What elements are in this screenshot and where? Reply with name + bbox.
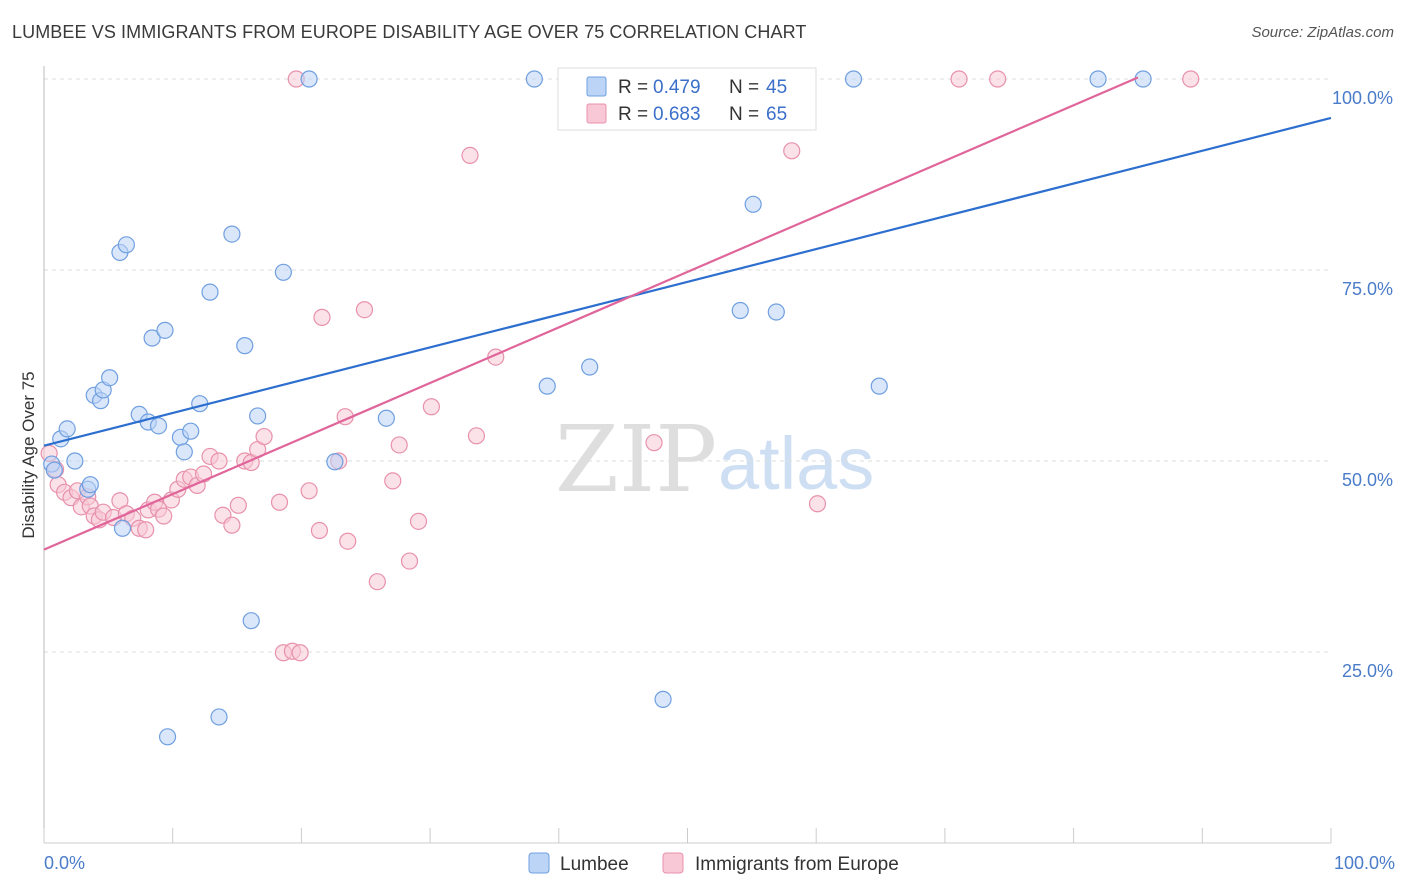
europe-point — [390, 436, 408, 454]
europe-point — [313, 308, 331, 326]
legend-r-label-lumbee: R = — [618, 77, 648, 98]
lumbee-point — [731, 301, 749, 320]
lumbee-point — [377, 409, 395, 427]
europe-point — [339, 532, 357, 550]
x-tick-label-max: 100.0% — [1334, 853, 1395, 873]
lumbee-point — [210, 708, 228, 726]
lumbee-point — [223, 225, 241, 243]
lumbee-point — [175, 443, 193, 461]
europe-point — [291, 644, 309, 662]
y-tick-label: 75.0% — [1342, 279, 1393, 299]
europe-point — [989, 70, 1007, 88]
y-tick-label: 25.0% — [1342, 661, 1393, 681]
europe-point — [950, 70, 968, 88]
trend-line-lumbee — [43, 116, 1332, 447]
lumbee-point — [326, 453, 344, 471]
lumbee-point — [538, 377, 556, 395]
lumbee-point — [274, 263, 292, 281]
lumbee-point — [117, 236, 135, 254]
bottom-legend-swatch-lumbee — [528, 852, 550, 874]
europe-point — [400, 552, 419, 570]
europe-point — [223, 516, 241, 534]
lumbee-point — [201, 283, 219, 301]
legend-n-value-lumbee: 45 — [766, 77, 787, 98]
europe-point — [467, 427, 486, 445]
legend-r-value-lumbee: 0.479 — [653, 77, 701, 98]
lumbee-point — [156, 321, 174, 339]
watermark-atlas: atlas — [718, 422, 874, 505]
lumbee-point — [143, 329, 161, 347]
lumbee-point — [182, 422, 200, 440]
source-attribution: Source: ZipAtlas.com — [1251, 24, 1394, 41]
europe-point — [461, 146, 479, 164]
europe-point — [155, 507, 173, 525]
lumbee-point — [158, 728, 177, 746]
stats-legend: R = 0.479 N = 45 R = 0.683 N = 65 — [557, 67, 817, 131]
lumbee-point — [236, 337, 254, 355]
y-tick-labels: 25.0% 50.0% 75.0% 100.0% — [1332, 88, 1393, 681]
europe-point — [1182, 70, 1200, 88]
lumbee-point — [870, 377, 888, 395]
lumbee-point — [249, 407, 267, 425]
y-axis-label: Disability Age Over 75 — [19, 371, 38, 538]
europe-point — [783, 142, 801, 160]
europe-point — [368, 573, 386, 591]
lumbee-point — [844, 70, 863, 88]
bottom-legend-label-lumbee: Lumbee — [560, 854, 629, 875]
europe-point — [229, 496, 247, 514]
trend-line-europe — [43, 76, 1139, 551]
legend-r-label-europe: R = — [618, 104, 648, 125]
lumbee-point — [81, 476, 99, 494]
europe-point — [300, 482, 318, 500]
lumbee-point — [1089, 70, 1107, 88]
x-axis-ticks — [43, 828, 1332, 843]
watermark-zip: ZIP — [555, 406, 717, 513]
legend-n-value-europe: 65 — [766, 104, 787, 125]
europe-point — [210, 452, 228, 470]
europe-point — [422, 398, 440, 416]
lumbee-point — [525, 70, 543, 88]
lumbee-point — [744, 195, 762, 213]
legend-swatch-lumbee — [586, 76, 607, 97]
europe-point — [808, 495, 827, 513]
legend-swatch-europe — [586, 103, 607, 124]
lumbee-point — [654, 690, 672, 708]
europe-point — [310, 521, 329, 540]
chart-title: LUMBEE VS IMMIGRANTS FROM EUROPE DISABIL… — [12, 22, 807, 42]
legend-n-label-europe: N = — [729, 104, 759, 125]
lumbee-point — [45, 461, 63, 479]
y-tick-label: 100.0% — [1332, 88, 1393, 108]
europe-point — [409, 512, 428, 530]
europe-point — [355, 301, 374, 319]
gridlines — [44, 78, 1331, 653]
lumbee-point — [1134, 70, 1152, 88]
lumbee-point — [58, 420, 76, 438]
trend-lines — [43, 76, 1332, 551]
lumbee-point — [767, 303, 785, 321]
lumbee-point — [581, 358, 599, 376]
bottom-legend-swatch-europe — [662, 852, 684, 874]
europe-point — [270, 493, 289, 511]
lumbee-point — [101, 369, 119, 387]
europe-point — [645, 434, 663, 452]
x-tick-label-min: 0.0% — [44, 853, 85, 873]
series-legend: Lumbee Immigrants from Europe — [528, 852, 899, 875]
lumbee-point — [300, 70, 318, 88]
lumbee-point — [113, 519, 132, 537]
legend-n-label-lumbee: N = — [729, 77, 759, 98]
europe-point — [384, 472, 402, 490]
series-immigrants-from-europe — [40, 70, 1200, 662]
lumbee-point — [66, 452, 84, 470]
lumbee-point — [242, 612, 260, 630]
legend-r-value-europe: 0.683 — [653, 104, 701, 125]
bottom-legend-label-europe: Immigrants from Europe — [695, 854, 899, 875]
europe-point — [255, 427, 273, 446]
europe-point — [137, 521, 155, 539]
watermark: ZIP atlas — [555, 406, 874, 513]
lumbee-point — [149, 417, 168, 435]
y-tick-label: 50.0% — [1342, 470, 1393, 490]
